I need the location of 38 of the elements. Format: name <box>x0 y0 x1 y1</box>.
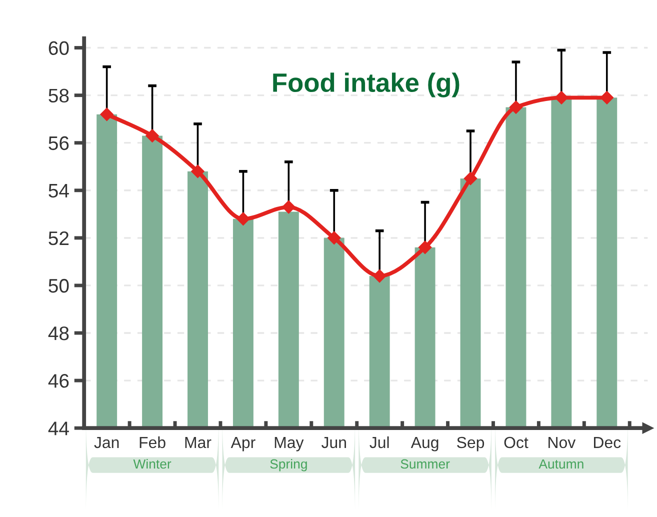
y-tick-label: 46 <box>48 374 69 388</box>
text: Autumn <box>538 459 584 469</box>
point <box>554 91 568 104</box>
point <box>600 91 614 104</box>
y-tick-label: 44 <box>48 422 69 436</box>
point <box>100 108 114 121</box>
y-tick-label: 50 <box>48 278 69 293</box>
y-tick-label: 52 <box>48 231 69 246</box>
y-tick-label: 54 <box>48 184 69 198</box>
point <box>464 172 478 186</box>
point <box>191 164 204 178</box>
point <box>282 200 296 214</box>
point <box>509 100 523 114</box>
x-tick-label: Jul <box>370 436 389 448</box>
y-tick-label: 48 <box>48 326 69 340</box>
x-tick-label: Oct <box>504 436 528 448</box>
y-tick-label: 58 <box>48 88 69 103</box>
y-tick-label: 60 <box>48 41 69 56</box>
x-tick-label: Mar <box>185 436 212 448</box>
text: Food intake (g) <box>273 72 460 98</box>
point <box>418 240 432 254</box>
x-tick-label: Feb <box>140 436 166 448</box>
x-tick-label: May <box>274 436 304 452</box>
x-tick-label: Apr <box>230 436 256 452</box>
x-tick-label: Dec <box>594 436 621 448</box>
text: Summer <box>400 459 450 469</box>
point <box>236 212 250 226</box>
point <box>328 231 341 245</box>
y-tick-label: 56 <box>48 136 69 150</box>
point <box>373 269 386 283</box>
x-tick-label: Aug <box>410 436 438 452</box>
text: Winter <box>133 458 172 469</box>
x-tick-label: Nov <box>548 436 576 448</box>
point <box>146 129 159 142</box>
x-tick-label: Sep <box>457 436 484 452</box>
text: Spring <box>270 458 307 472</box>
x-tick-label: Jun <box>322 436 346 448</box>
x-tick-label: Jan <box>94 436 119 448</box>
